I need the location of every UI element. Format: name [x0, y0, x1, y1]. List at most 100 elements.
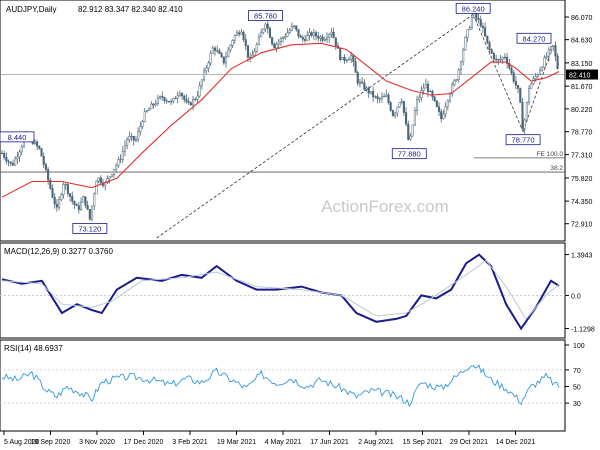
price-annotation-box: [391, 148, 427, 160]
candle-body: [16, 156, 19, 159]
candle-body: [541, 66, 544, 71]
candle-body: [202, 70, 206, 81]
candle-body: [282, 37, 285, 39]
candle-body: [369, 91, 372, 94]
candle-body: [277, 41, 280, 45]
candle-body: [552, 45, 555, 47]
watermark: ActionForex.com: [321, 197, 449, 216]
candle-body: [51, 188, 54, 198]
candle-body: [495, 58, 498, 60]
candle-body: [416, 99, 419, 111]
candle-body: [293, 25, 296, 27]
candle-body: [295, 25, 298, 30]
candle-body: [84, 196, 87, 206]
candle-body: [185, 99, 188, 102]
macd-ytick-label: -1.1298: [571, 327, 595, 334]
candle-body: [266, 23, 269, 29]
candle-body: [60, 194, 63, 200]
main-ytick-label: 84.630: [571, 38, 593, 45]
candle-body: [512, 72, 515, 82]
candle-body: [257, 36, 260, 45]
xtick-label: 29 Oct 2021: [450, 439, 488, 446]
candle-body: [459, 61, 463, 70]
xtick-label: 17 Jun 2021: [310, 439, 349, 446]
last-price-box: [566, 69, 598, 80]
candle-body: [490, 49, 493, 54]
candle-body: [356, 72, 359, 84]
candle-body: [389, 102, 392, 111]
candle-body: [549, 46, 553, 51]
candle-body: [209, 53, 212, 64]
candle-body: [99, 177, 102, 184]
candle-body: [468, 27, 471, 31]
candle-body: [376, 96, 379, 99]
candle-body: [352, 55, 355, 62]
candle-body: [69, 193, 72, 197]
rsi-title: RSI(14) 48.6937: [4, 344, 63, 353]
candle-body: [433, 96, 436, 102]
candle-body: [383, 96, 386, 98]
candle-body: [213, 47, 217, 51]
candle-body: [304, 39, 307, 41]
candle-body: [82, 196, 85, 203]
candle-body: [55, 203, 58, 208]
candle-body: [503, 56, 506, 58]
candle-body: [238, 32, 241, 35]
candle-body: [88, 209, 91, 220]
candle-body: [183, 95, 186, 100]
price-annotation: 84.270: [523, 34, 546, 43]
candle-body: [106, 178, 109, 183]
candle-body: [128, 136, 131, 140]
candle-body: [341, 57, 344, 60]
candle-body: [123, 145, 127, 152]
candle-body: [284, 36, 287, 38]
candle-body: [358, 81, 362, 84]
candle-body: [38, 145, 41, 149]
candle-body: [110, 174, 113, 178]
candle-body: [350, 55, 353, 60]
candle-body: [387, 94, 390, 103]
candle-body: [49, 179, 52, 189]
candle-body: [464, 37, 467, 51]
main-ytick-label: 78.770: [571, 130, 593, 137]
main-ytick-label: 83.150: [571, 61, 593, 68]
main-ytick-label: 77.310: [571, 153, 593, 160]
candle-body: [268, 27, 271, 38]
price-annotation-box: [0, 131, 35, 143]
candle-body: [18, 151, 21, 158]
candle-body: [115, 165, 118, 170]
candle-body: [339, 48, 342, 60]
candle-body: [444, 106, 447, 115]
main-ytick-label: 86.070: [571, 15, 593, 22]
candle-body: [112, 169, 116, 175]
candle-body: [143, 111, 146, 122]
candle-body: [525, 101, 528, 121]
candle-body: [317, 35, 320, 39]
candle-body: [378, 98, 381, 100]
xtick-label: 3 Nov 2020: [79, 439, 115, 446]
main-ytick-label: 75.820: [571, 176, 593, 183]
candle-body: [187, 101, 190, 103]
main-ytick-label: 80.220: [571, 107, 593, 114]
candle-body: [159, 96, 162, 99]
candle-body: [145, 110, 148, 112]
candle-body: [192, 98, 195, 106]
candle-body: [231, 40, 234, 46]
candle-body: [328, 33, 331, 38]
price-annotation: 73.120: [78, 224, 101, 233]
candle-body: [396, 106, 399, 114]
candle-body: [492, 52, 495, 60]
candle-body: [20, 146, 23, 153]
candle-body: [154, 103, 157, 106]
candle-body: [156, 97, 159, 105]
candle-body: [325, 37, 329, 40]
candle-body: [556, 55, 559, 69]
rsi-ytick-label: 70: [573, 368, 581, 375]
candle-body: [405, 112, 408, 125]
candle-body: [306, 35, 309, 41]
candle-body: [288, 29, 291, 34]
candle-body: [218, 50, 221, 54]
macd-ytick-label: 1.3943: [571, 253, 593, 260]
candle-body: [194, 98, 197, 101]
candle-body: [426, 83, 430, 93]
